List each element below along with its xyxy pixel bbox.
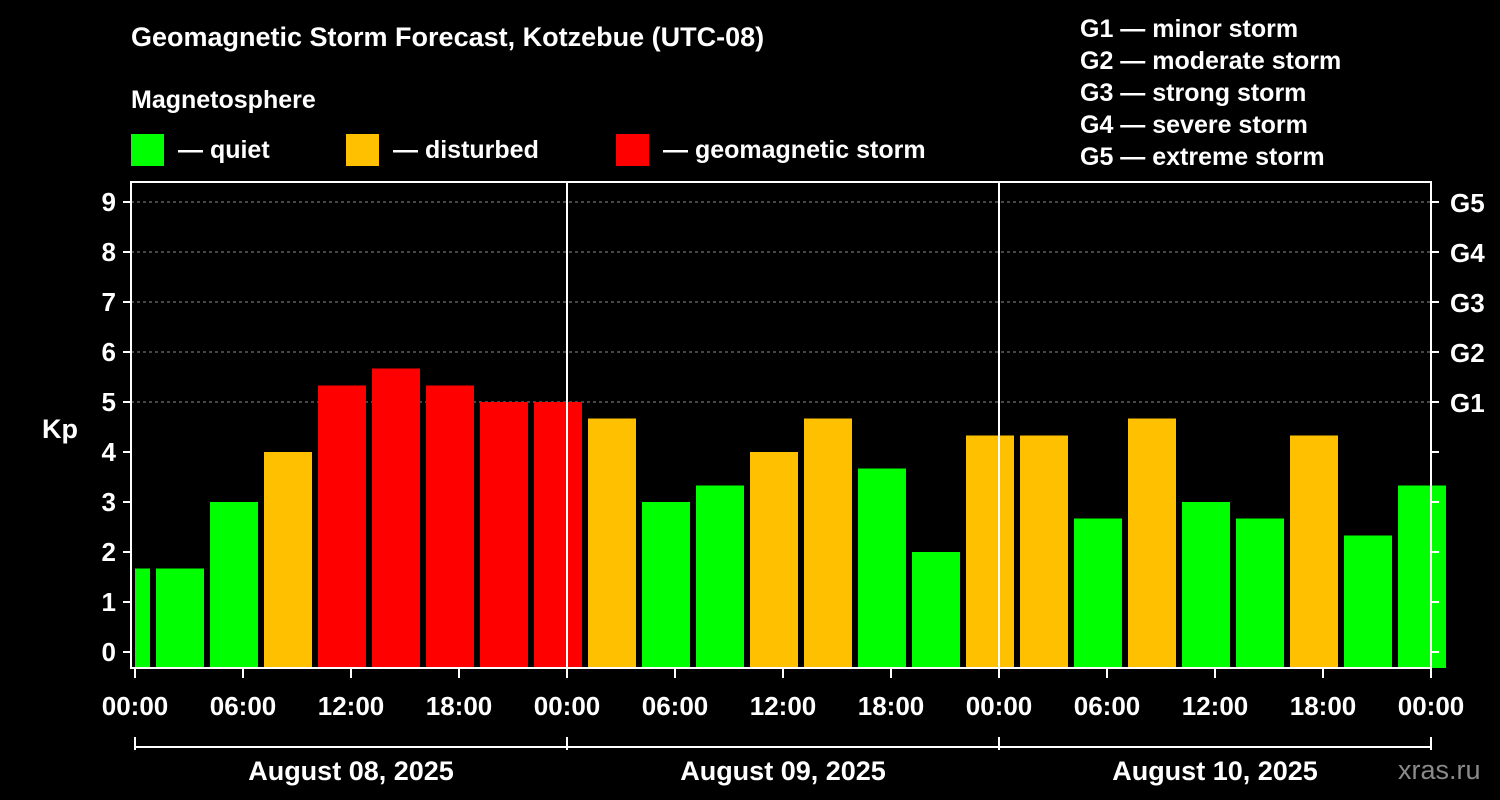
bar-21 [1236,518,1284,668]
bar-12 [750,452,798,668]
bar-8 [534,402,582,668]
legend-swatch-storm [616,134,649,166]
bar-3 [264,452,312,668]
ytick-label-3: 3 [102,487,116,517]
ytick-label-2: 2 [102,537,116,567]
ytick-label-4: 4 [102,437,117,467]
g-scale-label-g4: G4 [1450,238,1485,268]
g-scale-label-g3: G3 [1450,288,1485,318]
legend-label-quiet: — quiet [178,135,270,164]
watermark: xras.ru [1398,755,1481,785]
storm-scale-g3: G3 — strong storm [1080,79,1307,107]
xtick-label-6: 12:00 [750,691,817,721]
bar-23 [1344,535,1392,668]
ytick-label-8: 8 [102,237,116,267]
xtick-label-3: 18:00 [426,691,493,721]
xtick-label-4: 00:00 [534,691,601,721]
g-scale-label-g5: G5 [1450,188,1485,218]
ytick-label-9: 9 [102,187,116,217]
date-label-0: August 08, 2025 [248,756,454,786]
xtick-label-2: 12:00 [318,691,385,721]
storm-scale-g5: G5 — extreme storm [1080,143,1325,171]
storm-scale-g1: G1 — minor storm [1080,15,1299,43]
bar-5 [372,368,420,668]
legend-heading: Magnetosphere [131,86,316,114]
bar-16 [966,435,1014,668]
ytick-label-6: 6 [102,337,116,367]
ytick-label-5: 5 [102,387,116,417]
bar-2 [210,502,258,668]
xtick-label-0: 00:00 [102,691,169,721]
bar-19 [1128,418,1176,668]
bar-14 [858,468,906,668]
bar-9 [588,418,636,668]
ytick-label-0: 0 [102,637,116,667]
y-axis-label: Kp [42,414,78,444]
bar-0 [135,568,150,668]
legend-item-storm: — geomagnetic storm [616,134,926,166]
xtick-label-12: 00:00 [1398,691,1465,721]
storm-scale-list: G1 — minor storm G2 — moderate storm G3 … [1080,13,1341,173]
legend-swatch-disturbed [346,134,379,166]
xtick-label-5: 06:00 [642,691,709,721]
bar-1 [156,568,204,668]
bar-11 [696,485,744,668]
bar-6 [426,385,474,668]
bar-22 [1290,435,1338,668]
ytick-label-1: 1 [102,587,116,617]
xtick-label-1: 06:00 [210,691,277,721]
bar-24 [1398,485,1446,668]
storm-scale-g4: G4 — severe storm [1080,111,1308,139]
xtick-label-7: 18:00 [858,691,925,721]
date-label-2: August 10, 2025 [1112,756,1318,786]
xtick-label-11: 18:00 [1290,691,1357,721]
legend-label-disturbed: — disturbed [393,135,539,164]
bar-13 [804,418,852,668]
storm-scale-g2: G2 — moderate storm [1080,47,1342,75]
bar-10 [642,502,690,668]
legend-swatch-quiet [131,134,164,166]
xtick-label-10: 12:00 [1182,691,1249,721]
bar-20 [1182,502,1230,668]
ytick-label-7: 7 [102,287,116,317]
bar-4 [318,385,366,668]
bar-18 [1074,518,1122,668]
legend-item-disturbed: — disturbed [346,134,539,166]
g-scale-label-g2: G2 [1450,338,1485,368]
date-label-1: August 09, 2025 [680,756,886,786]
bar-15 [912,552,960,668]
legend-label-storm: — geomagnetic storm [663,135,926,164]
bar-7 [480,402,528,668]
bar-17 [1020,435,1068,668]
g-scale-label-g1: G1 [1450,388,1485,418]
plot-frame [130,181,1432,669]
chart-title: Geomagnetic Storm Forecast, Kotzebue (UT… [131,22,765,52]
legend-item-quiet: — quiet [131,134,270,166]
xtick-label-9: 06:00 [1074,691,1141,721]
xtick-label-8: 00:00 [966,691,1033,721]
